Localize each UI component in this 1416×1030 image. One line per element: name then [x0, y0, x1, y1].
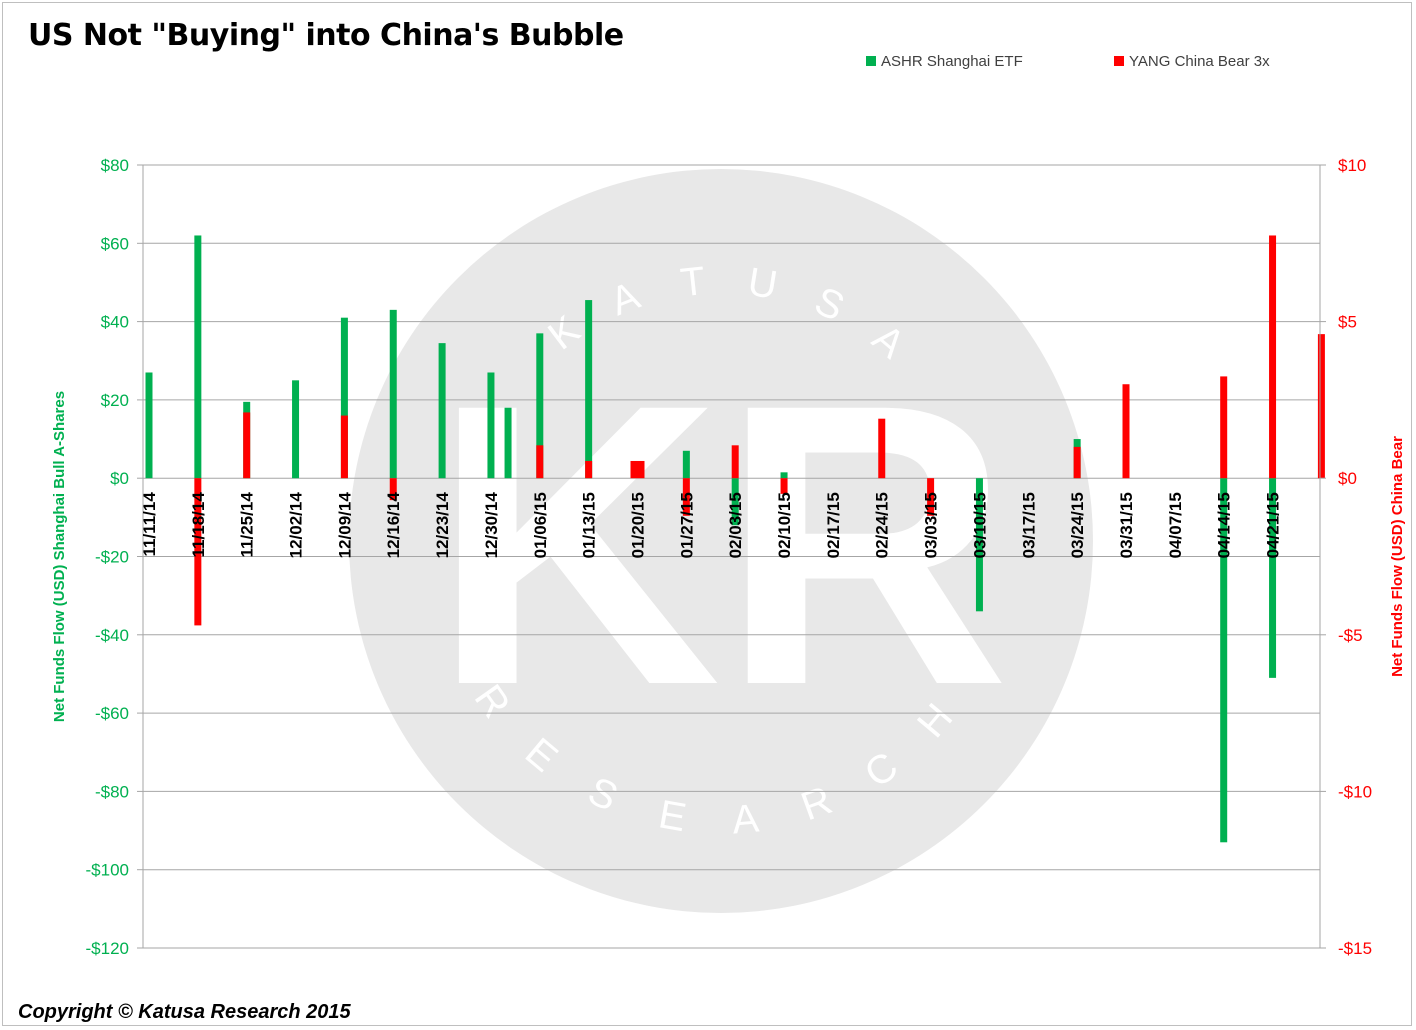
x-tick-label: 04/14/15 — [1215, 492, 1234, 558]
bar — [585, 460, 593, 479]
bar — [975, 478, 983, 612]
legend-swatch-yang — [1114, 56, 1124, 66]
x-tick-label: 01/13/15 — [580, 492, 599, 558]
x-tick-label: 12/09/14 — [335, 492, 354, 559]
bar — [340, 415, 348, 479]
bar — [585, 300, 593, 479]
bar — [927, 478, 935, 516]
x-tick-label: 01/20/15 — [629, 492, 648, 558]
bar — [389, 478, 397, 501]
bar — [731, 478, 739, 526]
y-left-tick-label: $20 — [101, 391, 129, 410]
y-right-tick-label: $10 — [1338, 156, 1366, 175]
y-left-tick-label: -$80 — [95, 782, 129, 801]
x-tick-label: 01/06/15 — [531, 492, 550, 558]
bar — [340, 317, 348, 479]
bar — [682, 450, 690, 479]
bar — [487, 372, 495, 479]
copyright-text: Copyright © Katusa Research 2015 — [18, 1001, 351, 1023]
bar — [389, 309, 397, 479]
bar — [630, 460, 645, 479]
bar — [1269, 478, 1277, 678]
bar — [780, 472, 788, 479]
y-left-tick-label: -$100 — [86, 861, 129, 880]
y-left-tick-label: $80 — [101, 156, 129, 175]
legend-swatch-ashr — [866, 56, 876, 66]
watermark-letter: A — [730, 796, 761, 842]
x-tick-label: 02/10/15 — [775, 492, 794, 558]
y-left-tick-label: $60 — [101, 234, 129, 253]
x-tick-label: 12/30/14 — [482, 492, 501, 559]
x-tick-label: 02/17/15 — [824, 492, 843, 558]
x-tick-label: 12/02/14 — [287, 492, 306, 559]
y-right-tick-label: $0 — [1338, 469, 1357, 488]
y-right-tick-label: -$10 — [1338, 782, 1372, 801]
x-tick-label: 04/21/15 — [1264, 492, 1283, 558]
bar — [194, 478, 202, 626]
bar — [682, 478, 690, 516]
bar — [878, 418, 886, 479]
bar — [536, 333, 544, 479]
y-right-tick-label: $5 — [1338, 313, 1357, 332]
bar — [1073, 446, 1081, 479]
x-tick-label: 01/27/15 — [677, 492, 696, 558]
x-tick-label: 03/17/15 — [1019, 492, 1038, 558]
y-left-tick-label: $0 — [110, 469, 129, 488]
bar — [194, 235, 202, 479]
y-left-tick-label: -$60 — [95, 704, 129, 723]
bar — [1269, 235, 1277, 479]
y-right-tick-label: -$5 — [1338, 626, 1363, 645]
bar — [780, 478, 788, 494]
bar — [145, 372, 153, 479]
x-tick-label: 02/03/15 — [726, 492, 745, 558]
x-tick-label: 02/24/15 — [873, 492, 892, 558]
y-axis-right-label: Net Funds Flow (USD) China Bear — [1388, 435, 1406, 677]
bar — [438, 343, 446, 479]
x-tick-label: 04/07/15 — [1166, 492, 1185, 558]
y-left-tick-label: -$120 — [86, 939, 129, 958]
x-tick-label: 03/03/15 — [922, 492, 941, 558]
y-left-tick-label: $40 — [101, 313, 129, 332]
x-tick-label: 03/24/15 — [1068, 492, 1087, 558]
bar — [731, 445, 739, 479]
y-left-tick-label: -$20 — [95, 548, 129, 567]
bar — [504, 407, 512, 479]
legend-item-yang: YANG China Bear 3x — [1114, 51, 1270, 71]
y-axis-left-label: Net Funds Flow (USD) Shanghai Bull A-Sha… — [50, 390, 68, 722]
x-tick-label: 03/10/15 — [970, 492, 989, 558]
x-tick-label: 11/18/14 — [189, 492, 208, 558]
axes: $80 $60 $40 $20 $0 -$20 -$40 -$60 -$80 -$100 -$120… — [86, 156, 1373, 958]
y-left-tick-label: -$40 — [95, 626, 129, 645]
legend-label-ashr: ASHR Shanghai ETF — [881, 52, 1023, 70]
x-tick-label: 03/31/15 — [1117, 492, 1136, 558]
x-tick-label: 12/16/14 — [384, 492, 403, 559]
bar — [1317, 334, 1325, 479]
chart-title: US Not "Buying" into China's Bubble — [28, 18, 624, 53]
watermark-monogram: KR — [432, 321, 1010, 768]
bar — [1220, 478, 1228, 843]
legend-label-yang: YANG China Bear 3x — [1129, 52, 1270, 70]
bars — [145, 235, 1325, 843]
x-tick-label: 11/11/14 — [140, 492, 159, 557]
y-right-tick-label: -$15 — [1338, 939, 1372, 958]
watermark-circle — [349, 169, 1093, 913]
series-ashr — [145, 235, 1277, 843]
bar — [292, 380, 300, 479]
bar — [243, 412, 251, 479]
x-tick-label: 12/23/14 — [433, 492, 452, 559]
bar — [1122, 384, 1130, 479]
bar — [1220, 376, 1228, 479]
legend-item-ashr: ASHR Shanghai ETF — [866, 51, 1023, 71]
series-yang — [194, 235, 1325, 626]
watermark-letter: T — [678, 259, 707, 305]
x-tick-label: 11/25/14 — [238, 492, 257, 558]
bar — [536, 445, 544, 479]
watermark-letter: U — [745, 260, 781, 308]
